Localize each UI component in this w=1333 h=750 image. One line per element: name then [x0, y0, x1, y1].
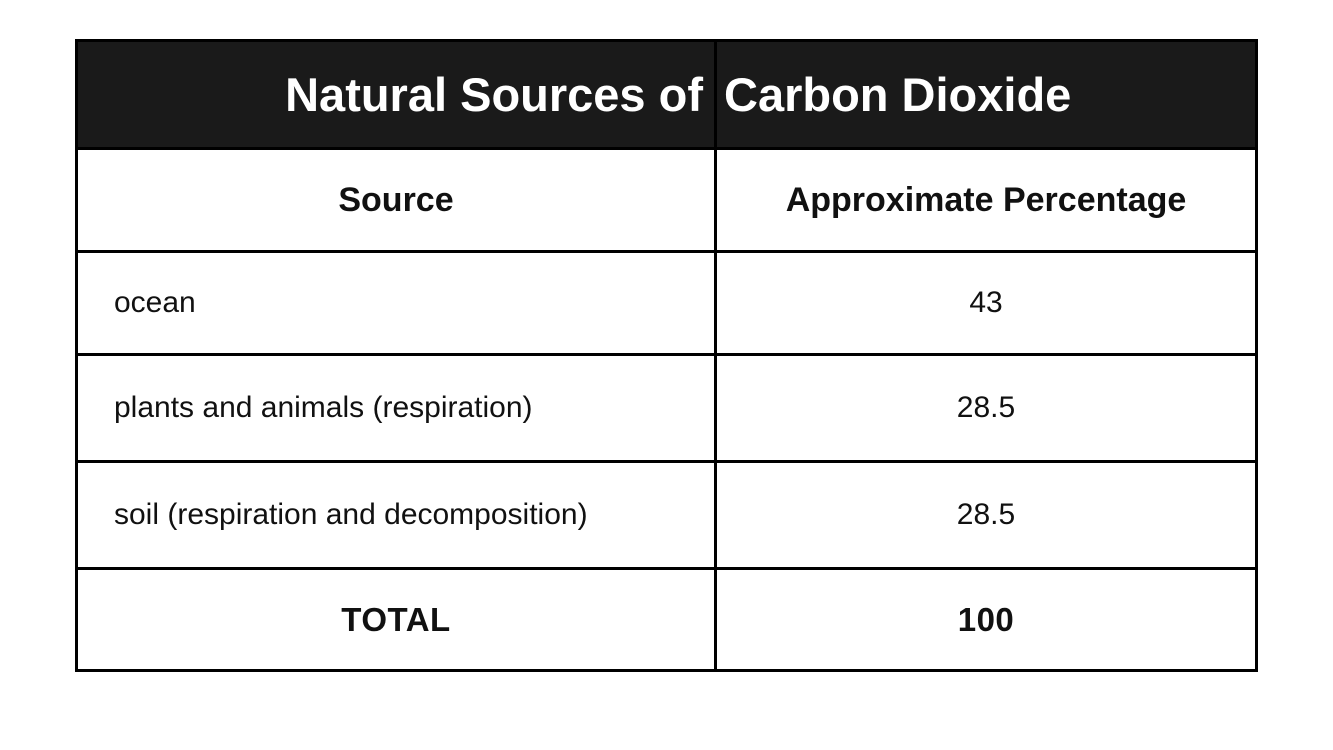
total-label: TOTAL — [78, 570, 717, 669]
table-row-soil: soil (respiration and decomposition) 28.… — [78, 463, 1255, 570]
percentage-cell: 28.5 — [956, 498, 1016, 531]
percentage-cell: 28.5 — [956, 391, 1016, 424]
table-title-row: Natural Sources of Carbon Dioxide — [78, 42, 1255, 150]
natural-co2-sources-table: Natural Sources of Carbon Dioxide Source… — [75, 39, 1258, 672]
table-title-right-part: Carbon Dioxide — [724, 68, 1072, 121]
table-row-plants-animals: plants and animals (respiration) 28.5 — [78, 356, 1255, 463]
table-row-total: TOTAL 100 — [78, 570, 1255, 669]
total-value: 100 — [957, 600, 1015, 638]
percentage-cell: 43 — [969, 286, 1003, 319]
source-cell: soil (respiration and decomposition) — [78, 463, 717, 567]
source-cell: plants and animals (respiration) — [78, 356, 717, 460]
title-cell-right: Carbon Dioxide — [717, 42, 1255, 147]
column-header-row: Source Approximate Percentage — [78, 150, 1255, 253]
table-title-left-part: Natural Sources of — [285, 68, 703, 121]
title-cell-left: Natural Sources of — [78, 42, 717, 147]
column-header-percentage: Approximate Percentage — [785, 180, 1187, 219]
column-header-source: Source — [78, 150, 717, 250]
table-row-ocean: ocean 43 — [78, 253, 1255, 356]
source-cell: ocean — [78, 253, 717, 353]
